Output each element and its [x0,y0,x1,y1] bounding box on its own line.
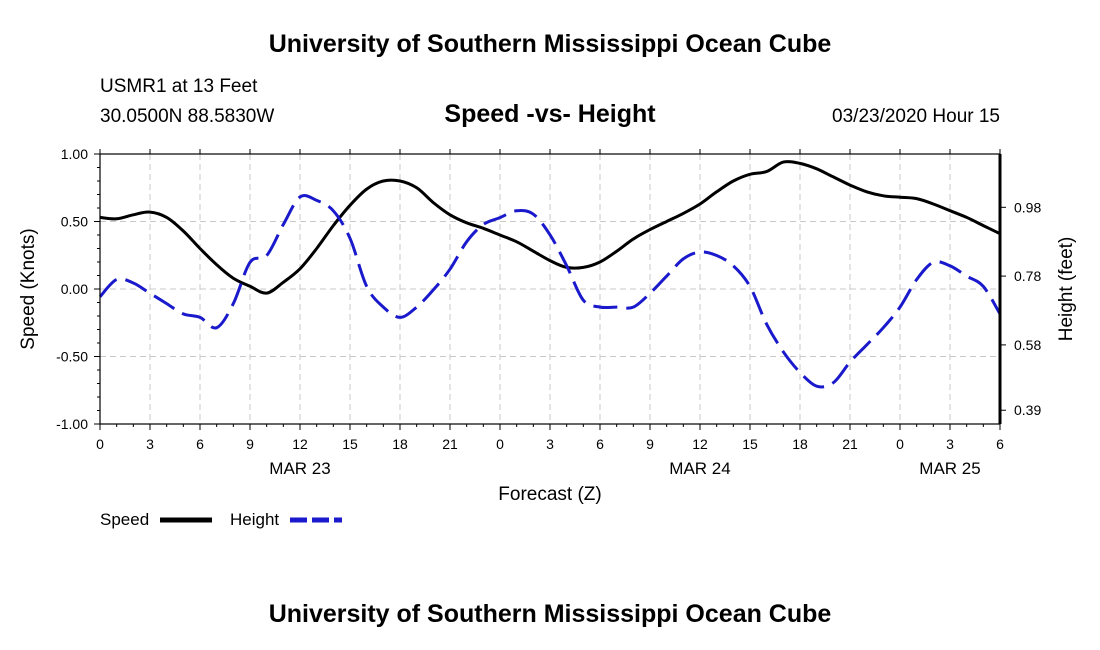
y-tick-label-right: 0.58 [1014,337,1041,353]
y-tick-label-right: 0.98 [1014,199,1041,215]
date-label: MAR 24 [669,459,730,478]
x-tick-label: 3 [146,436,154,452]
y-tick-label-right: 0.78 [1014,268,1041,284]
x-tick-label: 6 [996,436,1004,452]
x-tick-label: 12 [292,436,308,452]
x-tick-label: 21 [842,436,858,452]
x-tick-label: 9 [246,436,254,452]
x-tick-label: 15 [742,436,758,452]
y-axis-label-left: Speed (Knots) [18,228,39,349]
x-tick-label: 3 [546,436,554,452]
y-axis-label-right: Height (feet) [1056,237,1077,342]
x-tick-label: 18 [392,436,408,452]
legend: Speed Height [100,510,342,529]
x-tick-label: 15 [342,436,358,452]
x-tick-label: 18 [792,436,808,452]
x-tick-label: 21 [442,436,458,452]
x-tick-label: 0 [496,436,504,452]
date-label: MAR 25 [919,459,980,478]
date-label: MAR 23 [269,459,330,478]
x-tick-label: 3 [946,436,954,452]
y-tick-label-left: -1.00 [56,416,88,432]
y-tick-label-left: 0.00 [61,281,88,297]
chart-grid [100,154,1000,424]
y-tick-label-left: 1.00 [61,146,88,162]
x-axis-label: Forecast (Z) [498,484,601,505]
x-tick-label: 12 [692,436,708,452]
x-tick-label: 9 [646,436,654,452]
x-tick-label: 6 [196,436,204,452]
x-tick-label: 6 [596,436,604,452]
legend-height-label: Height [230,510,279,529]
y-tick-label-left: -0.50 [56,349,88,365]
x-tick-label: 0 [896,436,904,452]
speed-height-chart: 0 3 6 9 12 15 18 21 0 3 6 9 12 15 18 21 0 3 6 MAR 23 MAR 24 M… [0,0,1100,650]
y-tick-label-left: 0.50 [61,214,88,230]
footer-title: University of Southern Mississippi Ocean… [0,600,1100,629]
y-tick-label-right: 0.39 [1014,402,1041,418]
legend-speed-label: Speed [100,510,149,529]
x-tick-label: 0 [96,436,104,452]
